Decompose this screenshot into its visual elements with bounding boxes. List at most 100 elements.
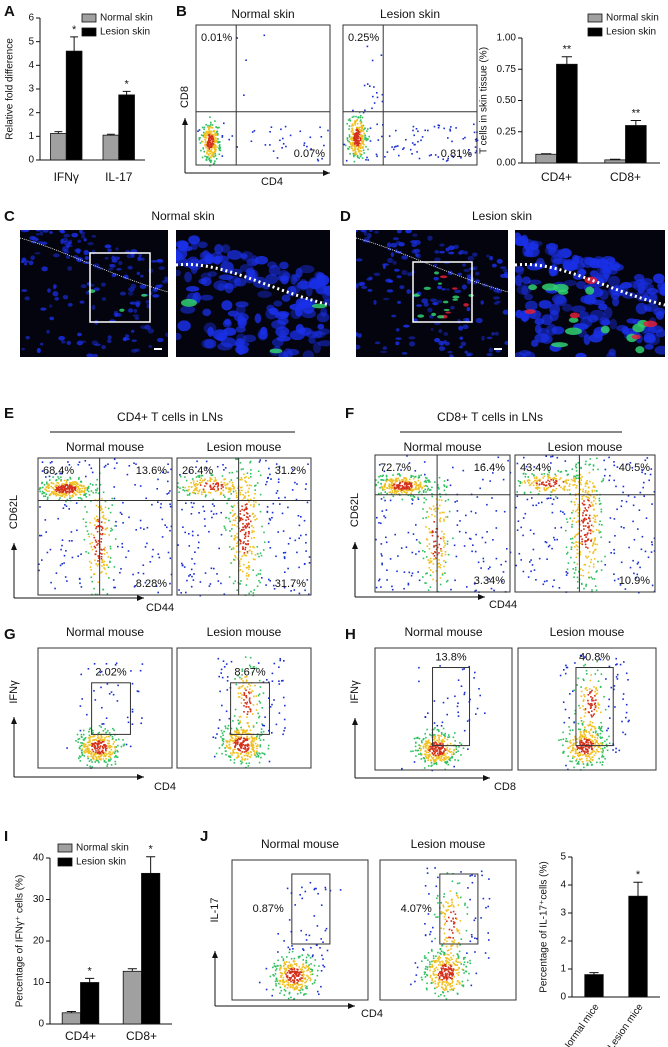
- event-dot: [572, 520, 574, 522]
- event-dot: [184, 490, 186, 492]
- event-dot: [579, 707, 581, 709]
- event-dot: [587, 763, 589, 765]
- event-dot: [107, 740, 109, 742]
- event-dot: [604, 564, 606, 566]
- event-dot: [234, 715, 236, 717]
- event-dot: [595, 571, 597, 573]
- event-dot: [413, 478, 415, 480]
- event-dot: [426, 752, 428, 754]
- event-dot: [585, 492, 587, 494]
- event-dot: [491, 497, 493, 499]
- event-dot: [68, 493, 70, 495]
- event-dot: [437, 725, 439, 727]
- event-dot: [231, 479, 233, 481]
- event-dot: [224, 666, 226, 668]
- event-dot: [496, 558, 498, 560]
- event-dot: [430, 154, 432, 156]
- event-dot: [427, 760, 429, 762]
- event-dot: [232, 720, 234, 722]
- x-axis-label: CD4: [154, 781, 176, 793]
- event-dot: [614, 580, 616, 582]
- event-dot: [240, 747, 242, 749]
- event-dot: [82, 742, 84, 744]
- event-dot: [79, 485, 81, 487]
- event-dot: [412, 750, 414, 752]
- dot-cloud: [38, 459, 172, 596]
- plot-frame: [375, 455, 510, 592]
- event-dot: [282, 680, 284, 682]
- event-dot: [239, 736, 241, 738]
- event-dot: [589, 551, 591, 553]
- event-dot: [277, 531, 279, 533]
- event-dot: [233, 539, 235, 541]
- event-dot: [287, 507, 289, 509]
- event-dot: [574, 501, 576, 503]
- event-dot: [202, 127, 204, 129]
- event-dot: [520, 482, 522, 484]
- event-dot: [239, 492, 241, 494]
- event-dot: [232, 751, 234, 753]
- event-dot: [438, 488, 440, 490]
- event-dot: [360, 123, 362, 125]
- event-dot: [576, 545, 578, 547]
- event-dot: [128, 517, 130, 519]
- event-dot: [423, 502, 425, 504]
- plot-frame: [196, 25, 330, 165]
- event-dot: [229, 491, 231, 493]
- event-dot: [464, 694, 466, 696]
- event-dot: [142, 663, 144, 665]
- event-dot: [199, 137, 201, 139]
- event-dot: [221, 488, 223, 490]
- event-dot: [437, 753, 439, 755]
- event-dot: [581, 695, 583, 697]
- event-dot: [444, 480, 446, 482]
- event-dot: [542, 477, 544, 479]
- event-dot: [256, 752, 258, 754]
- event-dot: [196, 461, 198, 463]
- y-axis-label: Percentage of IFNγ⁺ cells (%): [15, 875, 26, 1008]
- event-dot: [444, 737, 446, 739]
- event-dot: [229, 481, 231, 483]
- event-dot: [240, 760, 242, 762]
- event-dot: [609, 666, 611, 668]
- event-dot: [195, 493, 197, 495]
- event-dot: [268, 468, 270, 470]
- event-dot: [408, 532, 410, 534]
- event-dot: [395, 482, 397, 484]
- event-dot: [107, 743, 109, 745]
- event-dot: [520, 527, 522, 529]
- event-dot: [194, 563, 196, 565]
- event-dot: [562, 732, 564, 734]
- event-dot: [242, 571, 244, 573]
- event-dot: [235, 557, 237, 559]
- event-dot: [105, 747, 107, 749]
- event-dot: [590, 735, 592, 737]
- event-dot: [85, 493, 87, 495]
- event-dot: [91, 755, 93, 757]
- event-dot: [230, 735, 232, 737]
- event-dot: [574, 518, 576, 520]
- event-dot: [45, 495, 47, 497]
- event-dot: [429, 567, 431, 569]
- event-dot: [404, 571, 406, 573]
- event-dot: [585, 754, 587, 756]
- event-dot: [557, 497, 559, 499]
- event-dot: [63, 507, 65, 509]
- bar: [66, 51, 82, 160]
- event-dot: [211, 511, 213, 513]
- event-dot: [425, 480, 427, 482]
- event-dot: [537, 489, 539, 491]
- event-dot: [358, 116, 360, 118]
- event-dot: [265, 584, 267, 586]
- event-dot: [519, 553, 521, 555]
- event-dot: [266, 481, 268, 483]
- event-dot: [256, 748, 258, 750]
- event-dot: [603, 460, 605, 462]
- event-dot: [441, 555, 443, 557]
- event-dot: [184, 532, 186, 534]
- event-dot: [611, 687, 613, 689]
- event-dot: [574, 562, 576, 564]
- event-dot: [242, 494, 244, 496]
- event-dot: [114, 752, 116, 754]
- event-dot: [162, 519, 164, 521]
